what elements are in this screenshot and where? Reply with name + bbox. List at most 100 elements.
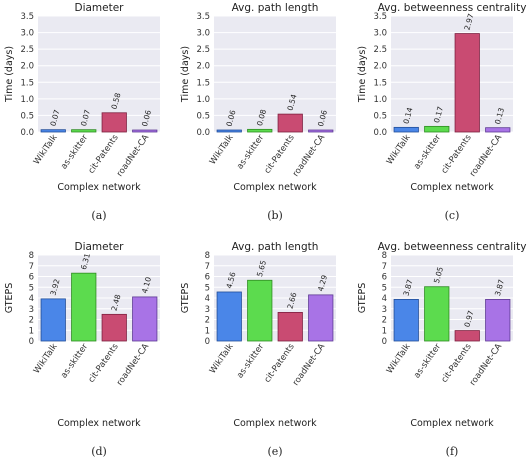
data-label: 0.06 [224, 109, 237, 128]
y-axis-label: GTEPS [180, 283, 191, 314]
y-tick-label: 1 [29, 326, 34, 336]
bar-wikitalk [40, 129, 66, 133]
y-tick-label: 1.0 [196, 95, 210, 105]
data-label: 3.92 [48, 278, 61, 297]
x-tick-label: cit-Patents [440, 133, 474, 176]
panel-caption: (b) [267, 209, 283, 222]
bar-wikitalk [393, 298, 419, 342]
y-tick-label: 1 [205, 326, 210, 336]
y-tick-label: 2.0 [373, 62, 387, 72]
x-tick-label: WikiTalk [32, 342, 60, 376]
data-label: 3.87 [401, 278, 414, 297]
y-tick-label: 2 [205, 316, 210, 326]
y-tick-label: 0.5 [20, 111, 34, 121]
x-tick-label: cit-Patents [87, 133, 121, 176]
x-tick-label: roadNet-CA [291, 133, 327, 179]
x-tick-label: roadNet-CA [115, 342, 151, 388]
y-tick-label: 3 [382, 305, 387, 315]
data-label: 0.06 [140, 109, 153, 128]
y-tick-label: 3.0 [373, 29, 387, 39]
y-tick-label: 6 [29, 273, 34, 283]
y-tick-label: 3 [205, 305, 210, 315]
bar-wikitalk [216, 129, 242, 133]
data-label: 4.10 [140, 276, 153, 295]
data-label: 0.58 [109, 92, 122, 111]
chart-panel-2: 0.0 0.5 1.0 1.5 2.0 2.5 3.0 3.5 0.06 WikiTalk 0.08… [180, 2, 336, 222]
y-tick-label: 6 [205, 273, 210, 283]
y-tick-label: 0 [382, 337, 387, 347]
x-tick-label: as-skitter [59, 342, 90, 381]
y-tick-label: 8 [29, 251, 34, 261]
y-tick-label: 7 [382, 262, 387, 272]
y-tick-label: 5 [205, 283, 210, 293]
y-tick-label: 0.5 [196, 111, 210, 121]
y-axis-label: Time (days) [357, 46, 368, 103]
y-axis-label: GTEPS [4, 283, 15, 314]
bar-roadnet-ca [308, 294, 334, 342]
bar-as-skitter [424, 286, 450, 342]
bar-roadnet-ca [485, 298, 511, 342]
data-label: 6.31 [79, 252, 92, 271]
x-axis-label: Complex network [233, 182, 317, 193]
bar-wikitalk [393, 126, 419, 133]
y-tick-label: 3.5 [196, 12, 210, 22]
data-label: 5.05 [432, 266, 445, 285]
x-tick-label: as-skitter [59, 133, 90, 172]
y-tick-label: 3.0 [196, 29, 210, 39]
chart-title: Avg. path length [232, 241, 319, 253]
y-tick-label: 3 [29, 305, 34, 315]
bar-cit-patents [101, 112, 127, 133]
chart-title: Avg. betweenness centrality [378, 241, 527, 253]
bar-cit-patents [454, 330, 480, 342]
x-tick-label: WikiTalk [385, 133, 413, 167]
x-tick-label: as-skitter [412, 133, 443, 172]
panel-caption: (c) [445, 209, 460, 222]
chart-title: Diameter [74, 241, 124, 253]
x-axis-label: Complex network [233, 418, 317, 429]
data-label: 2.97 [462, 12, 475, 31]
x-tick-label: cit-Patents [440, 342, 474, 385]
x-axis-label: Complex network [410, 418, 494, 429]
y-tick-label: 7 [205, 262, 210, 272]
y-tick-label: 1.5 [20, 78, 34, 88]
bar-cit-patents [277, 113, 303, 133]
bar-roadnet-ca [308, 129, 334, 133]
panel-caption: (a) [91, 209, 106, 222]
y-tick-label: 0.0 [196, 128, 210, 138]
y-axis-label: Time (days) [180, 46, 191, 103]
y-tick-label: 2 [29, 316, 34, 326]
data-label: 3.87 [493, 278, 506, 297]
y-tick-label: 0 [205, 337, 210, 347]
chart-title: Avg. betweenness centrality [378, 2, 527, 14]
y-tick-label: 7 [29, 262, 34, 272]
data-label: 0.14 [401, 106, 414, 125]
panel-caption: (f) [446, 445, 459, 458]
bar-cit-patents [101, 313, 127, 342]
y-tick-label: 2.5 [20, 45, 34, 55]
chart-title: Avg. path length [232, 2, 319, 14]
bar-wikitalk [216, 291, 242, 342]
data-label: 2.48 [109, 293, 122, 312]
bar-as-skitter [424, 125, 450, 133]
x-axis-label: Complex network [57, 418, 141, 429]
y-tick-label: 8 [382, 251, 387, 261]
data-label: 0.97 [462, 309, 475, 328]
y-tick-label: 0.0 [20, 128, 34, 138]
x-tick-label: WikiTalk [32, 133, 60, 167]
data-label: 0.07 [79, 109, 92, 128]
y-tick-label: 1.5 [196, 78, 210, 88]
y-tick-label: 4 [205, 294, 210, 304]
data-label: 5.65 [255, 259, 268, 278]
y-tick-label: 2.5 [373, 45, 387, 55]
y-tick-label: 3.0 [20, 29, 34, 39]
y-tick-label: 1 [382, 326, 387, 336]
bar-roadnet-ca [132, 129, 158, 133]
data-label: 0.07 [48, 109, 61, 128]
panel-caption: (d) [91, 445, 107, 458]
y-tick-label: 5 [382, 283, 387, 293]
y-tick-label: 4 [382, 294, 387, 304]
